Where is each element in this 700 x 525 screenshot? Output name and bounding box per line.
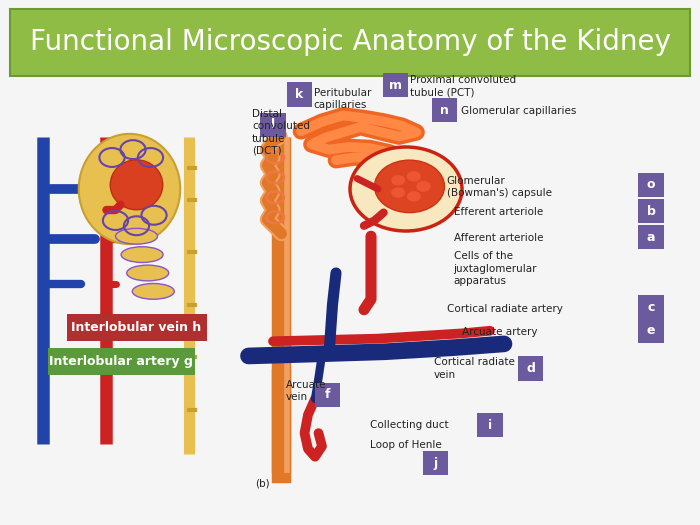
Text: Efferent arteriole: Efferent arteriole [454, 207, 543, 217]
Text: Interlobular vein h: Interlobular vein h [71, 321, 202, 334]
Text: (b): (b) [256, 478, 270, 488]
Ellipse shape [121, 247, 163, 262]
Text: Cortical radiate artery: Cortical radiate artery [447, 303, 563, 314]
FancyBboxPatch shape [477, 413, 503, 437]
FancyBboxPatch shape [66, 314, 206, 341]
FancyBboxPatch shape [287, 82, 312, 107]
Ellipse shape [111, 160, 162, 210]
Text: c: c [648, 301, 654, 313]
Text: Cortical radiate
vein: Cortical radiate vein [434, 358, 515, 380]
Text: Afferent arteriole: Afferent arteriole [454, 233, 543, 244]
Text: k: k [295, 88, 304, 101]
Text: e: e [647, 324, 655, 337]
Circle shape [407, 171, 421, 182]
FancyBboxPatch shape [638, 295, 664, 319]
Text: m: m [389, 79, 402, 91]
FancyBboxPatch shape [260, 113, 286, 137]
Text: n: n [440, 104, 449, 117]
FancyBboxPatch shape [432, 98, 457, 122]
Ellipse shape [132, 284, 174, 299]
Circle shape [391, 175, 405, 185]
Text: b: b [647, 205, 655, 217]
FancyBboxPatch shape [315, 383, 340, 407]
Circle shape [407, 191, 421, 202]
Text: Proximal convoluted
tubule (PCT): Proximal convoluted tubule (PCT) [410, 76, 516, 98]
Circle shape [350, 147, 462, 231]
FancyBboxPatch shape [638, 199, 664, 223]
FancyBboxPatch shape [638, 319, 664, 343]
Circle shape [391, 187, 405, 198]
Text: Loop of Henle: Loop of Henle [370, 440, 442, 450]
Ellipse shape [127, 265, 169, 281]
FancyBboxPatch shape [48, 348, 195, 375]
Text: l: l [271, 119, 275, 131]
FancyBboxPatch shape [638, 173, 664, 197]
Text: Glomerular
(Bowman's) capsule: Glomerular (Bowman's) capsule [447, 176, 552, 198]
Circle shape [416, 181, 430, 192]
Text: Peritubular
capillaries: Peritubular capillaries [314, 88, 371, 110]
Text: f: f [325, 388, 330, 401]
Text: a: a [647, 231, 655, 244]
Text: Arcuate
vein: Arcuate vein [286, 380, 326, 402]
Ellipse shape [116, 228, 158, 244]
Text: j: j [433, 457, 438, 469]
Text: Interlobular artery g: Interlobular artery g [49, 355, 193, 368]
Text: Distal
convoluted
tubule
(DCT): Distal convoluted tubule (DCT) [252, 109, 310, 156]
Text: Functional Microscopic Anatomy of the Kidney: Functional Microscopic Anatomy of the Ki… [29, 28, 671, 56]
FancyBboxPatch shape [518, 356, 543, 381]
FancyBboxPatch shape [383, 73, 408, 97]
FancyBboxPatch shape [10, 9, 690, 76]
Text: Cells of the
juxtaglomerular
apparatus: Cells of the juxtaglomerular apparatus [454, 251, 537, 286]
Text: Glomerular capillaries: Glomerular capillaries [461, 106, 576, 117]
Text: Collecting duct: Collecting duct [370, 420, 448, 430]
Circle shape [374, 160, 444, 213]
Text: o: o [647, 178, 655, 191]
Ellipse shape [78, 134, 181, 244]
Circle shape [416, 181, 430, 192]
Text: d: d [526, 362, 535, 375]
FancyBboxPatch shape [638, 225, 664, 249]
Text: i: i [488, 419, 492, 432]
FancyBboxPatch shape [423, 451, 448, 475]
Text: Arcuate artery: Arcuate artery [462, 327, 538, 337]
